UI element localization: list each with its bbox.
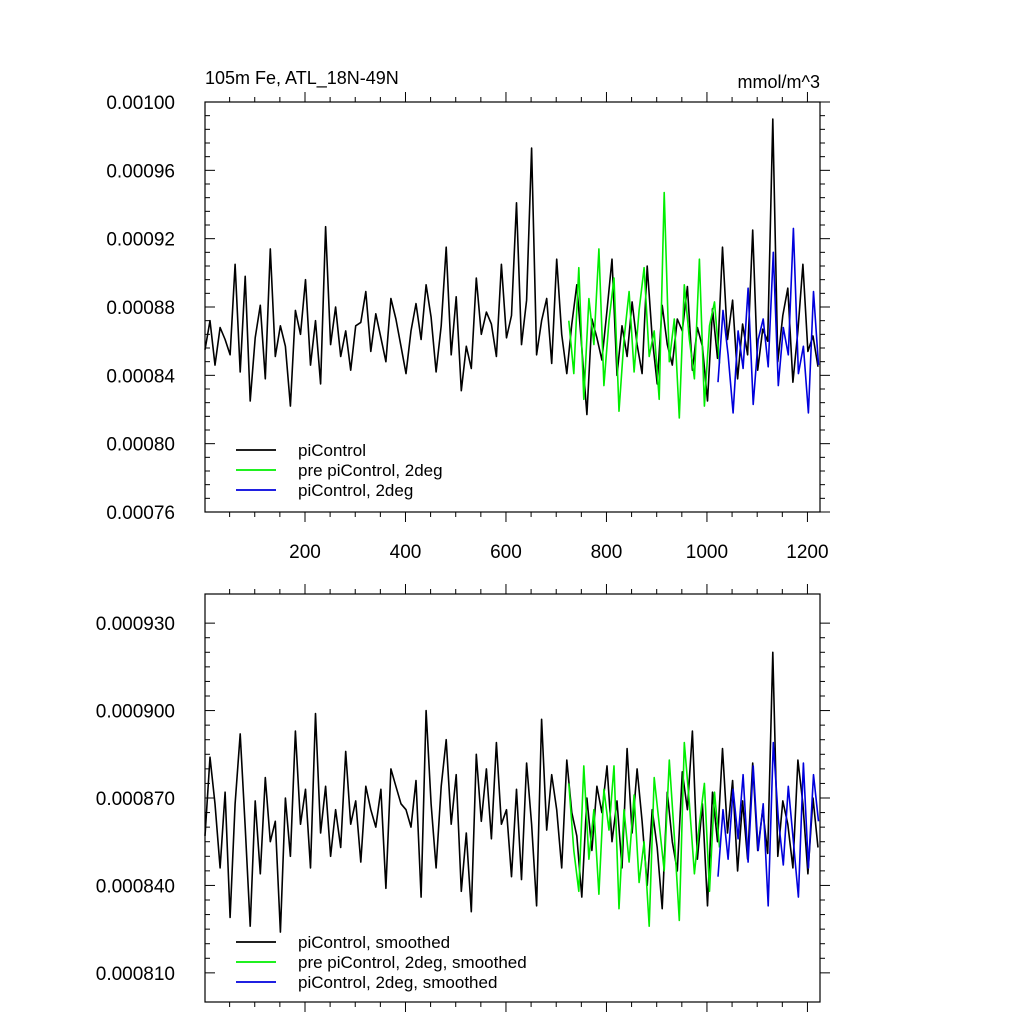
y-tick-label: 0.000930 [96,614,175,635]
y-tick-label: 0.00096 [106,161,175,182]
x-tick-label: 800 [591,542,623,563]
series-line-1 [204,651,819,933]
top-panel: 105m Fe, ATL_18N-49N mmol/m^3 0.000760.0… [106,68,830,563]
x-tick-label: 200 [289,542,321,563]
units-label: mmol/m^3 [738,72,820,92]
y-tick-label: 0.00076 [106,503,175,524]
series-line-3 [717,741,820,907]
series-line-2 [568,741,721,928]
bottom-series-lines [204,651,820,933]
y-tick-label: 0.00080 [106,435,175,456]
y-tick-label: 0.00092 [106,230,175,251]
legend-label: pre piControl, 2deg [298,461,443,480]
y-tick-label: 0.000840 [96,876,175,897]
y-tick-label: 0.00084 [106,366,175,387]
y-tick-label: 0.00100 [106,93,175,114]
legend-label: piControl, smoothed [298,933,450,952]
bottom-axes: 0.000810 0.000840 0.000870 0.000900 0.000930 [96,584,830,1012]
series-line-2 [568,191,721,419]
bottom-panel: 0.000810 0.000840 0.000870 0.000900 0.000930… [96,584,830,1012]
x-tick-label: 400 [390,542,422,563]
y-tick-label: 0.000900 [96,702,175,723]
y-tick-label: 0.000810 [96,964,175,985]
top-series-lines [204,118,820,419]
series-line-3 [717,227,820,414]
x-tick-label: 1200 [786,542,828,563]
x-tick-label: 1000 [686,542,728,563]
chart-title: 105m Fe, ATL_18N-49N [205,68,399,89]
y-tick-label: 0.00088 [106,298,175,319]
y-tick-label: 0.000870 [96,789,175,810]
legend-label: piControl [298,441,366,460]
legend-label: pre piControl, 2deg, smoothed [298,953,527,972]
top-axes: 0.00076 0.00080 0.00084 0.00088 0.00092 0.000… [106,92,830,563]
legend-label: piControl, 2deg [298,481,413,500]
x-tick-label: 600 [490,542,522,563]
series-line-1 [204,118,819,416]
legend-label: piControl, 2deg, smoothed [298,973,497,992]
